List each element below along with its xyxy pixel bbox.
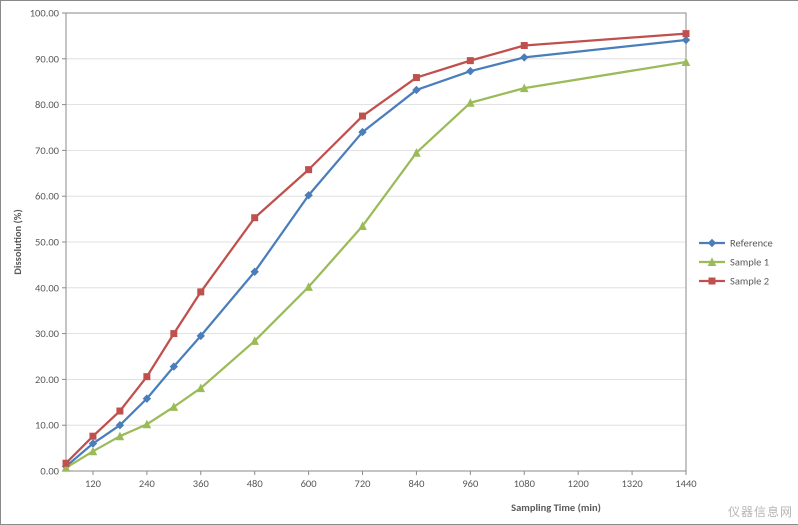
- svg-text:90.00: 90.00: [35, 52, 60, 65]
- svg-text:Sample 2: Sample 2: [730, 275, 769, 288]
- svg-text:40.00: 40.00: [35, 281, 60, 294]
- svg-text:70.00: 70.00: [35, 144, 60, 157]
- chart-container: 120 240 360 480 600 720 840 960 1080 1200 1320 1440…: [0, 0, 798, 525]
- svg-text:Sample 1: Sample 1: [730, 256, 769, 269]
- svg-text:Sampling Time (min): Sampling Time (min): [511, 501, 601, 514]
- svg-text:10.00: 10.00: [35, 419, 60, 432]
- svg-text:100.00: 100.00: [30, 7, 60, 20]
- svg-text:240: 240: [139, 477, 156, 490]
- svg-text:Reference: Reference: [730, 237, 773, 250]
- svg-text:1320: 1320: [621, 477, 643, 490]
- svg-text:1440: 1440: [675, 477, 697, 490]
- svg-text:600: 600: [301, 477, 318, 490]
- svg-text:120: 120: [85, 477, 102, 490]
- svg-text:960: 960: [462, 477, 479, 490]
- svg-text:60.00: 60.00: [35, 190, 60, 203]
- svg-text:80.00: 80.00: [35, 98, 60, 111]
- svg-text:Dissolution (%): Dissolution (%): [11, 209, 24, 274]
- svg-text:840: 840: [408, 477, 425, 490]
- svg-text:360: 360: [193, 477, 210, 490]
- svg-text:480: 480: [247, 477, 264, 490]
- legend: Reference Sample 1 Sample 2: [699, 237, 773, 288]
- svg-text:0.00: 0.00: [40, 465, 59, 478]
- line-chart: 120 240 360 480 600 720 840 960 1080 1200 1320 1440…: [1, 1, 798, 524]
- svg-text:1200: 1200: [568, 477, 590, 490]
- svg-text:30.00: 30.00: [35, 327, 60, 340]
- svg-text:20.00: 20.00: [35, 373, 60, 386]
- svg-text:720: 720: [355, 477, 372, 490]
- svg-text:50.00: 50.00: [35, 236, 60, 249]
- svg-text:1080: 1080: [514, 477, 536, 490]
